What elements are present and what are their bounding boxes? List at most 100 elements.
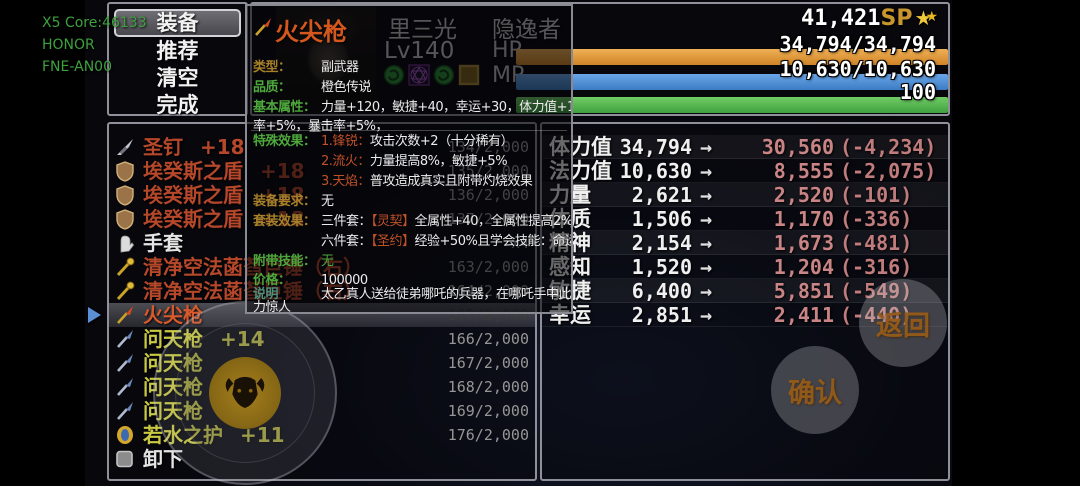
stat-old-value: 2,851 (631, 303, 692, 327)
menu-item-complete[interactable]: 完成 (156, 93, 199, 117)
scroll-up-icon (309, 124, 321, 132)
tooltip-row: 基本属性： 力量+120，敏捷+40，幸运+30，体力值+100，命中 (247, 99, 571, 117)
tooltip-text: 太乙真人送给徒弟哪吒的兵器，在哪吒手中此物威 (321, 287, 573, 302)
item-enhance-level: +18 (200, 135, 245, 159)
stat-old-value: 1,506 (631, 207, 692, 231)
stat-old-value: 1,520 (631, 255, 692, 279)
tooltip-divider (251, 130, 567, 131)
spear-blue-icon (114, 376, 136, 398)
sp-star-icon: ★ (925, 9, 938, 25)
tooltip-label: 附带技能： (253, 254, 316, 269)
stat-delta: (-481) (840, 231, 913, 255)
stat-row: 感知1,520→1,204(-316) (542, 255, 948, 279)
stat-delta: (-101) (840, 183, 913, 207)
hp-bar (516, 49, 948, 65)
tooltip-text: 三件套： (321, 214, 372, 229)
mp-bar-value: 10,630/10,630 (779, 57, 936, 81)
command-menu: 装备 推荐 清空 完成 (107, 2, 248, 117)
tooltip-text: 普攻造成真实且附带灼烧效果 (369, 174, 533, 189)
spear-fire-icon (252, 16, 273, 37)
performance-overlay: X5 Core:46133 HONOR FNE-AN00 (42, 12, 147, 78)
item-name: 手套 (143, 231, 183, 255)
item-name: 埃癸斯之盾 (143, 207, 243, 231)
tooltip-text: 1.锋锐： (321, 134, 370, 149)
perf-line-honor: HONOR (42, 37, 95, 53)
stat-old-value: 34,794 (619, 135, 692, 159)
menu-item-clear[interactable]: 清空 (156, 66, 199, 90)
stat-old-value: 2,154 (631, 231, 692, 255)
back-button[interactable]: 返回 (859, 279, 947, 367)
item-count: 176/2,000 (447, 426, 529, 444)
item-count: 168/2,000 (447, 378, 529, 396)
tooltip-text: 六件套： (321, 234, 372, 249)
tooltip-row: 六件套：【圣约】经验+50%且学会技能：命运之矢 (247, 233, 571, 251)
stat-row: 敏捷6,400→5,851(-549) (542, 279, 948, 303)
tooltip-label: 说明 (253, 287, 279, 302)
item-count: 167/2,000 (447, 354, 529, 372)
spear-blue-icon (114, 328, 136, 350)
stat-row: 体质1,506→1,170(-336) (542, 207, 948, 231)
tooltip-text: 无 (321, 254, 334, 269)
stat-old-value: 10,630 (619, 159, 692, 183)
charm-icon (114, 424, 136, 446)
stat-new-value: 8,555 (773, 159, 834, 183)
stat-delta: (-336) (840, 207, 913, 231)
tooltip-row: 类型： 副武器 (247, 59, 571, 77)
stat-new-value: 2,411 (773, 303, 834, 327)
stat-old-value: 6,400 (631, 279, 692, 303)
stat-new-value: 2,520 (773, 183, 834, 207)
tooltip-row: 2.流火：力量提高8%，敏捷+5% (247, 153, 571, 171)
spear-fire-icon (114, 304, 136, 326)
stat-row: 力量2,621→2,520(-101) (542, 183, 948, 207)
tooltip-row: 特殊效果： 1.锋锐：攻击次数+2（十分稀有） (247, 133, 571, 151)
stat-delta: (-316) (840, 255, 913, 279)
item-count: 169/2,000 (447, 402, 529, 420)
spear-blue-icon (114, 352, 136, 374)
tooltip-label: 套装效果： (253, 214, 316, 229)
tooltip-label: 品质： (253, 80, 291, 95)
stat-arrow: → (700, 303, 713, 327)
tooltip-text: 【灵契】 (371, 214, 415, 229)
stat-delta: (-440) (840, 303, 913, 327)
tooltip-text: 力量+120，敏捷+40，幸运+30，体力值+100，命中 (321, 100, 571, 115)
tooltip-row: 装备要求： 无 (247, 193, 571, 211)
tp-bar-value: 100 (899, 80, 936, 104)
tooltip-text: 无 (321, 194, 334, 209)
hp-bar-value: 34,794/34,794 (779, 32, 936, 56)
shield-icon (114, 208, 136, 230)
tooltip-text: 2.流火： (321, 154, 370, 169)
stat-row: 幸运 2,851 → 2,411 (-440) (542, 303, 948, 327)
stat-new-value: 5,851 (773, 279, 834, 303)
item-name: 圣钉 (143, 135, 183, 159)
item-tooltip: 火尖枪 类型： 副武器 品质： 橙色传说 基本属性： 力量+120，敏捷+40，幸运+30… (245, 4, 573, 314)
tooltip-label: 价格： (253, 273, 291, 288)
confirm-button[interactable]: 确认 (771, 346, 859, 434)
menu-item-equip[interactable]: 装备 (114, 9, 241, 37)
stat-old-value: 2,621 (631, 183, 692, 207)
shield-icon (114, 160, 136, 182)
tooltip-text: 副武器 (321, 60, 359, 75)
stat-delta: (-549) (840, 279, 913, 303)
tooltip-row: 说明 太乙真人送给徒弟哪吒的兵器，在哪吒手中此物威 (247, 286, 571, 304)
menu-item-recommend[interactable]: 推荐 (156, 39, 199, 63)
perf-line-core: X5 Core:46133 (42, 15, 147, 31)
stat-new-value: 1,673 (773, 231, 834, 255)
glove-icon (114, 232, 136, 254)
mp-bar (516, 74, 948, 90)
box-icon (114, 448, 136, 470)
stat-new-value: 1,204 (773, 255, 834, 279)
scepter-icon (114, 280, 136, 302)
tooltip-row: 品质： 橙色传说 (247, 79, 571, 97)
stat-row: 体力值 34,794 → 30,560 (-4,234) (542, 135, 948, 159)
item-count: 166/2,000 (447, 330, 529, 348)
sp-value: 41,421 (801, 6, 881, 31)
item-name: 埃癸斯之盾 (143, 183, 243, 207)
spear-blue-icon (114, 400, 136, 422)
avatar-joystick[interactable] (153, 301, 337, 485)
tooltip-text: 3.天焰： (321, 174, 370, 189)
tooltip-label: 特殊效果： (253, 134, 316, 149)
selection-cursor-icon (88, 307, 101, 323)
tooltip-label: 装备要求： (253, 194, 316, 209)
stat-new-value: 1,170 (773, 207, 834, 231)
